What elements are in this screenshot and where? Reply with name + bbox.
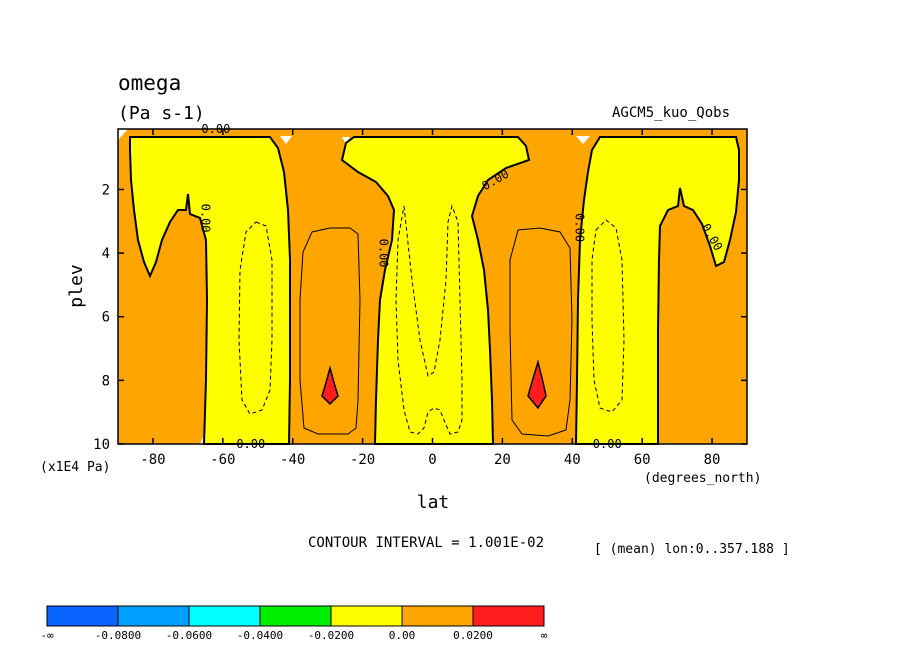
y-axis: 2 4 6 8 10 [93,182,747,453]
colorbar-label: -∞ [40,629,54,642]
x-tick-label: 20 [494,452,511,468]
colorbar: -∞ -0.0800 -0.0600 -0.0400 -0.0200 0.00 0.0200… [40,605,548,642]
y-tick-label: 6 [102,310,110,326]
experiment-label: AGCM5_kuo_Qobs [612,105,730,121]
x-tick-label: -40 [280,452,305,468]
gap-region [280,136,292,144]
colorbar-label: -0.0600 [166,629,212,642]
contour-label: 0.00 [377,239,391,268]
y-units-label: (x1E4 Pa) [40,460,110,475]
dashed-contours [238,204,625,435]
colorbar-label: -0.0200 [308,629,354,642]
negative-region-right [574,136,740,445]
x-tick-label: 80 [704,452,721,468]
contour-interval-label: CONTOUR INTERVAL = 1.001E-02 [308,535,544,551]
colorbar-swatch [46,605,119,627]
y-tick-label: 2 [102,182,110,198]
averaging-label: [ (mean) lon:0..357.188 ] [594,542,790,557]
x-tick-label: 40 [564,452,581,468]
contour-label: 0.00 [198,204,212,233]
gap-region [342,137,350,144]
contour-label: 0.00 [593,437,622,451]
dashed-contour [395,204,463,435]
x-axis: -80 -60 -40 -20 0 20 40 60 80 [140,129,720,468]
x-tick-label: -60 [210,452,235,468]
colorbar-swatch [117,605,190,627]
units-label: (Pa s-1) [118,103,205,124]
gap-region [118,129,128,140]
contour-label: 0.00 [236,437,265,451]
max-region-left [321,365,339,406]
colorbar-label: 0.00 [389,629,416,642]
contour-label: 0.00 [572,213,586,242]
x-units-label: (degrees_north) [644,471,761,486]
dashed-contour [238,221,273,415]
x-tick-label: 0 [428,452,436,468]
gap-region [576,136,590,144]
negative-region-center [340,136,531,445]
colorbar-label: -0.0800 [95,629,141,642]
variable-title: omega [118,71,181,95]
colorbar-label: -0.0400 [237,629,283,642]
x-tick-label: 60 [634,452,651,468]
solid-contour [299,227,361,435]
max-region-right [527,359,547,410]
plot-area [117,128,748,445]
dashed-contour [591,219,625,413]
colorbar-label: 0.0200 [453,629,493,642]
x-tick-label: -20 [350,452,375,468]
negative-region-left [129,136,291,445]
y-tick-label: 10 [93,437,110,453]
y-tick-label: 4 [102,246,110,262]
colorbar-swatch [188,605,261,627]
colorbar-swatch [401,605,474,627]
contour-label: 0.00 [201,122,230,136]
x-axis-title: lat [417,492,450,513]
solid-contour [509,227,573,437]
y-axis-title: plev [66,264,87,307]
colorbar-label: ∞ [541,629,548,642]
colorbar-swatch [472,605,545,627]
colorbar-swatch [330,605,403,627]
x-tick-label: -80 [140,452,165,468]
y-tick-label: 8 [102,373,110,389]
colorbar-swatch [259,605,332,627]
